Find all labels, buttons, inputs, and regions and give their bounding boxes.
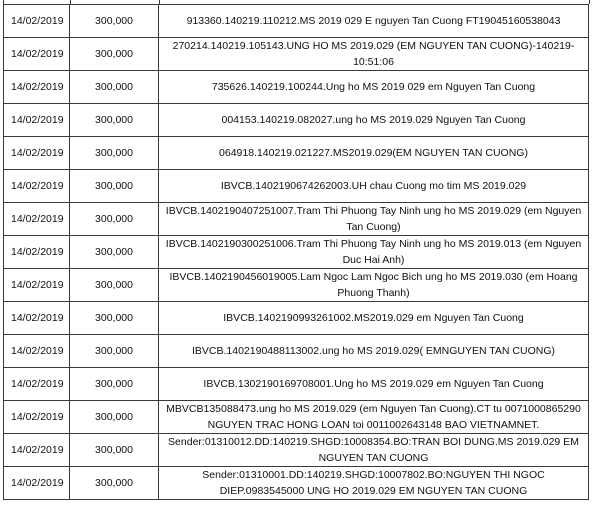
table-row: 14/02/2019 300,000 735626.140219.100244.Un… [3,70,589,104]
previous-row-edge [3,0,590,4]
date-cell: 14/02/2019 [3,37,70,71]
amount-cell: 300,000 [69,334,159,368]
description-cell: Sender:01310001.DD:140219.SHGD:10007802.… [158,466,589,500]
amount-cell: 300,000 [69,367,159,401]
date-cell: 14/02/2019 [3,367,70,401]
amount-cell: 300,000 [69,37,159,71]
amount-cell: 300,000 [69,433,159,467]
table-row: 14/02/2019 300,000 IBVCB.1402190456019005.… [3,268,589,302]
table-row: 14/02/2019 300,000 IBVCB.1302190169708001.… [3,367,589,401]
amount-cell: 300,000 [69,235,159,269]
description-cell: 064918.140219.021227.MS2019.029(EM NGUYE… [158,136,589,170]
description-cell: IBVCB.1402190456019005.Lam Ngoc Lam Ngoc… [158,268,589,302]
table-row: 14/02/2019 300,000 270214.140219.105143.UN… [3,37,589,71]
amount-cell: 300,000 [69,136,159,170]
date-cell: 14/02/2019 [3,4,70,38]
description-cell: MBVCB135088473.ung ho MS 2019.029 (em Ng… [158,400,589,434]
amount-cell: 300,000 [69,103,159,137]
date-cell: 14/02/2019 [3,169,70,203]
amount-cell: 300,000 [69,301,159,335]
table-row: 14/02/2019 300,000 IBVCB.1402190488113002.… [3,334,589,368]
table-row: 14/02/2019 300,000 064918.140219.021227.MS… [3,136,589,170]
date-cell: 14/02/2019 [3,433,70,467]
description-cell: IBVCB.1402190488113002.ung ho MS 2019.02… [158,334,589,368]
description-cell: IBVCB.1402190674262003.UH chau Cuong mo … [158,169,589,203]
date-cell: 14/02/2019 [3,268,70,302]
amount-cell: 300,000 [69,400,159,434]
amount-cell: 300,000 [69,268,159,302]
table-row: 14/02/2019 300,000 IBVCB.1402190674262003.… [3,169,589,203]
amount-cell: 300,000 [69,70,159,104]
description-cell: IBVCB.1402190407251007.Tram Thi Phuong T… [158,202,589,236]
date-cell: 14/02/2019 [3,103,70,137]
date-cell: 14/02/2019 [3,301,70,335]
amount-cell: 300,000 [69,466,159,500]
date-cell: 14/02/2019 [3,70,70,104]
amount-cell: 300,000 [69,169,159,203]
description-cell: 735626.140219.100244.Ung ho MS 2019 029 … [158,70,589,104]
date-cell: 14/02/2019 [3,235,70,269]
table-row: 14/02/2019 300,000 MBVCB135088473.ung ho M… [3,400,589,434]
date-cell: 14/02/2019 [3,400,70,434]
description-cell: IBVCB.1302190169708001.Ung ho MS 2019.02… [158,367,589,401]
table-row: 14/02/2019 300,000 IBVCB.1402190300251006.… [3,235,589,269]
date-cell: 14/02/2019 [3,202,70,236]
table-row: 14/02/2019 300,000 Sender:01310001.DD:1402… [3,466,589,500]
amount-cell: 300,000 [69,202,159,236]
date-cell: 14/02/2019 [3,466,70,500]
table-row: 14/02/2019 300,000 IBVCB.1402190993261002.… [3,301,589,335]
description-cell: 913360.140219.110212.MS 2019 029 E nguye… [158,4,589,38]
date-cell: 14/02/2019 [3,334,70,368]
description-cell: 004153.140219.082027.ung ho MS 2019.029 … [158,103,589,137]
amount-cell: 300,000 [69,4,159,38]
transactions-table: 14/02/2019 300,000 913360.140219.110212.MS… [3,4,589,500]
table-row: 14/02/2019 300,000 Sender:01310012.DD:1402… [3,433,589,467]
table-row: 14/02/2019 300,000 913360.140219.110212.MS… [3,4,589,38]
description-cell: Sender:01310012.DD:140219.SHGD:10008354.… [158,433,589,467]
table-row: 14/02/2019 300,000 004153.140219.082027.un… [3,103,589,137]
description-cell: IBVCB.1402190993261002.MS2019.029 em Ngu… [158,301,589,335]
description-cell: 270214.140219.105143.UNG HO MS 2019.029 … [158,37,589,71]
table-row: 14/02/2019 300,000 IBVCB.1402190407251007.… [3,202,589,236]
date-cell: 14/02/2019 [3,136,70,170]
description-cell: IBVCB.1402190300251006.Tram Thi Phuong T… [158,235,589,269]
